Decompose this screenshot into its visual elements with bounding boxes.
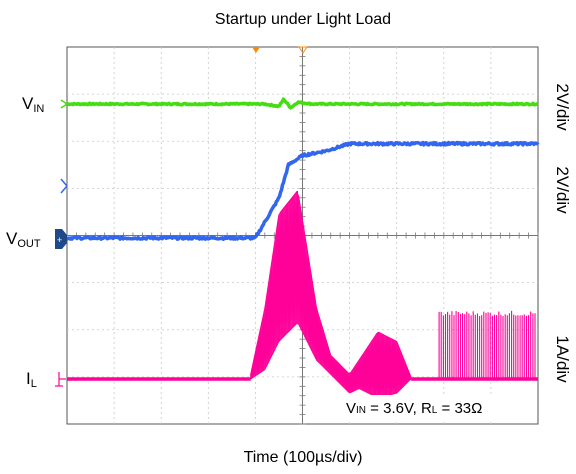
label-vout: VOUT [6,229,41,250]
trace-vin [66,97,539,110]
annotation-value-rl: = 33Ω [437,400,482,417]
vout-probe-marker-icon [60,178,68,194]
vin-ground-marker-icon [60,99,68,109]
svg-text:+: + [57,235,62,245]
x-axis-label: Time (100µs/div) [244,449,363,466]
trigger-markers [252,46,308,54]
annotation-text: VIN = 3.6V, RL = 33Ω [346,400,482,417]
label-il-sub: L [31,378,37,390]
trigger-marker-outline [298,46,308,54]
chart-title: Startup under Light Load [215,11,391,28]
scale-vout: 2V/div [553,166,572,214]
annotation-prefix-vin: V [346,400,356,417]
il-ground-marker-icon [55,372,66,387]
trace-vout [66,140,540,241]
annotation-value-vin: = 3.6V, [366,400,421,417]
label-il: IL [26,369,37,390]
label-vin: VIN [22,94,44,115]
channel-labels: VIN VOUT IL [6,94,44,390]
label-il-main: I [26,369,31,388]
channel-markers: + [55,99,68,387]
annotation-prefix-rl: R [421,400,432,417]
traces [66,97,540,399]
plot-area: VIN = 3.6V, RL = 33Ω [66,46,540,425]
annotation: VIN = 3.6V, RL = 33Ω [342,395,528,419]
label-vin-main: V [22,94,34,113]
trace-il-startup-ripple [250,190,412,398]
channel-scales: 2V/div 2V/div 1A/div [553,83,572,383]
label-vout-main: V [6,229,18,248]
scale-il: 1A/div [553,335,572,383]
trigger-marker-filled [252,47,260,53]
scale-vin: 2V/div [553,83,572,131]
vout-ground-marker-icon: + [55,229,67,249]
annotation-background [342,395,528,419]
label-vout-sub: OUT [17,238,41,250]
annotation-sub-vin: IN [356,405,366,416]
label-vin-sub: IN [33,103,44,115]
annotation-sub-rl: L [432,405,438,416]
